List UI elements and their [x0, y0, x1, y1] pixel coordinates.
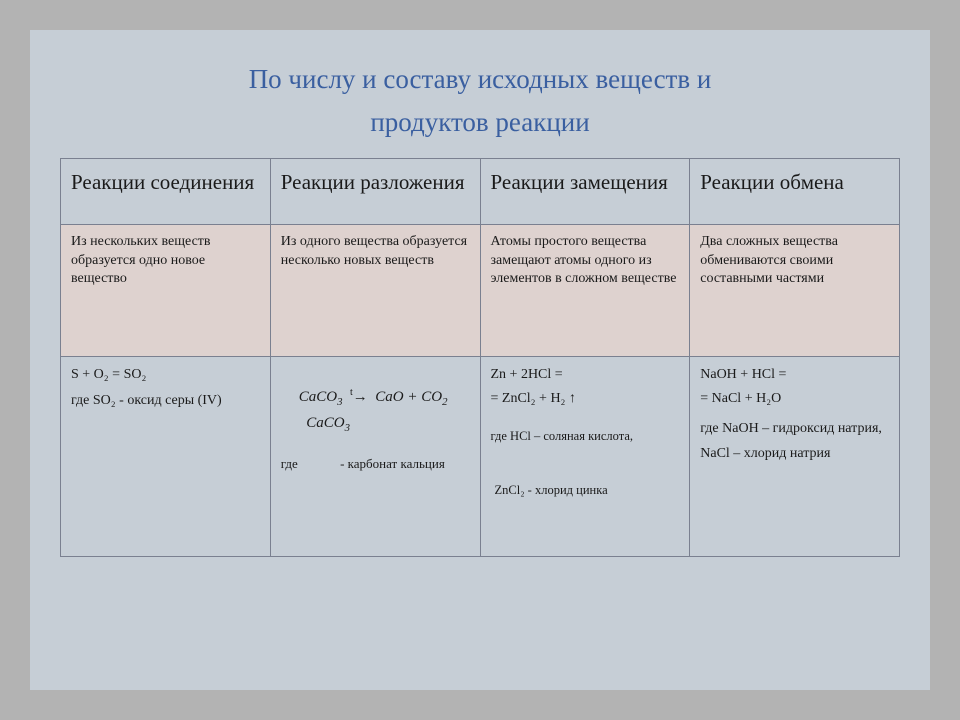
desc-cell: Из нескольких веществ образуется одно но… — [61, 224, 271, 356]
table-header-row: Реакции соединения Реакции разложения Ре… — [61, 159, 900, 224]
example-cell-4: NaOH + HCl = = NaCl + H₂O где NaOH – гид… — [690, 356, 900, 556]
table-description-row: Из нескольких веществ образуется одно но… — [61, 224, 900, 356]
formula-part: CaCO — [299, 389, 337, 405]
title-line-2: продуктов реакции — [370, 107, 589, 137]
header-text: Реакции разложения — [281, 170, 465, 194]
header-cell: Реакции разложения — [270, 159, 480, 224]
desc-cell: Два сложных вещества обмениваются своими… — [690, 224, 900, 356]
equation-note: ZnCl₂ - хлорид цинка — [491, 481, 680, 499]
formula-sub: 3 — [337, 396, 342, 408]
example-cell-3: Zn + 2HCl = = ZnCl₂ + H₂ ↑ где HCl – сол… — [480, 356, 690, 556]
equation-note: NaCl – хлорид натрия — [700, 444, 889, 464]
header-cell: Реакции обмена — [690, 159, 900, 224]
equation: = NaCl + H₂O — [700, 389, 889, 409]
formula-part: CaCO — [306, 415, 344, 431]
desc-text: Два сложных вещества обмениваются своими… — [700, 234, 838, 287]
formula-part: CaO + CO — [375, 389, 442, 405]
header-cell: Реакции замещения — [480, 159, 690, 224]
header-text: Реакции соединения — [71, 170, 254, 194]
desc-text: Из одного вещества образуется несколько … — [281, 234, 467, 268]
formula-sub: 2 — [442, 396, 447, 408]
equation-note: где NaOH – гидроксид натрия, — [700, 419, 889, 439]
header-text: Реакции обмена — [700, 170, 844, 194]
equation: = ZnCl₂ + H₂ ↑ — [491, 389, 680, 409]
formula-block: CaCO3 t→ CaO + CO2 CaCO3 — [281, 385, 470, 438]
header-cell: Реакции соединения — [61, 159, 271, 224]
equation-note: где SO₂ - оксид серы (IV) — [71, 391, 260, 411]
example-cell-1: S + O₂ = SO₂ где SO₂ - оксид серы (IV) — [61, 356, 271, 556]
title-line-1: По числу и составу исходных веществ и — [249, 64, 712, 94]
note-prefix: где — [281, 456, 298, 471]
desc-text: Атомы простого вещества замещают атомы о… — [491, 234, 677, 287]
equation-note: где - карбонат кальция — [281, 455, 470, 474]
equation-note: где HCl – соляная кислота, — [491, 427, 680, 445]
formula-sub: 3 — [345, 422, 350, 434]
arrow-icon: → — [353, 389, 368, 405]
equation: NaOH + HCl = — [700, 365, 889, 385]
desc-text: Из нескольких веществ образуется одно но… — [71, 234, 211, 287]
slide: По числу и составу исходных веществ и пр… — [30, 30, 930, 690]
reactions-table: Реакции соединения Реакции разложения Ре… — [60, 158, 900, 556]
example-cell-2: CaCO3 t→ CaO + CO2 CaCO3 где - карбонат … — [270, 356, 480, 556]
table-example-row: S + O₂ = SO₂ где SO₂ - оксид серы (IV) C… — [61, 356, 900, 556]
equation: Zn + 2HCl = — [491, 365, 680, 385]
desc-cell: Атомы простого вещества замещают атомы о… — [480, 224, 690, 356]
slide-title: По числу и составу исходных веществ и пр… — [60, 58, 900, 144]
equation: S + O₂ = SO₂ — [71, 365, 260, 385]
header-text: Реакции замещения — [491, 170, 668, 194]
desc-cell: Из одного вещества образуется несколько … — [270, 224, 480, 356]
note-suffix: - карбонат кальция — [340, 456, 445, 471]
